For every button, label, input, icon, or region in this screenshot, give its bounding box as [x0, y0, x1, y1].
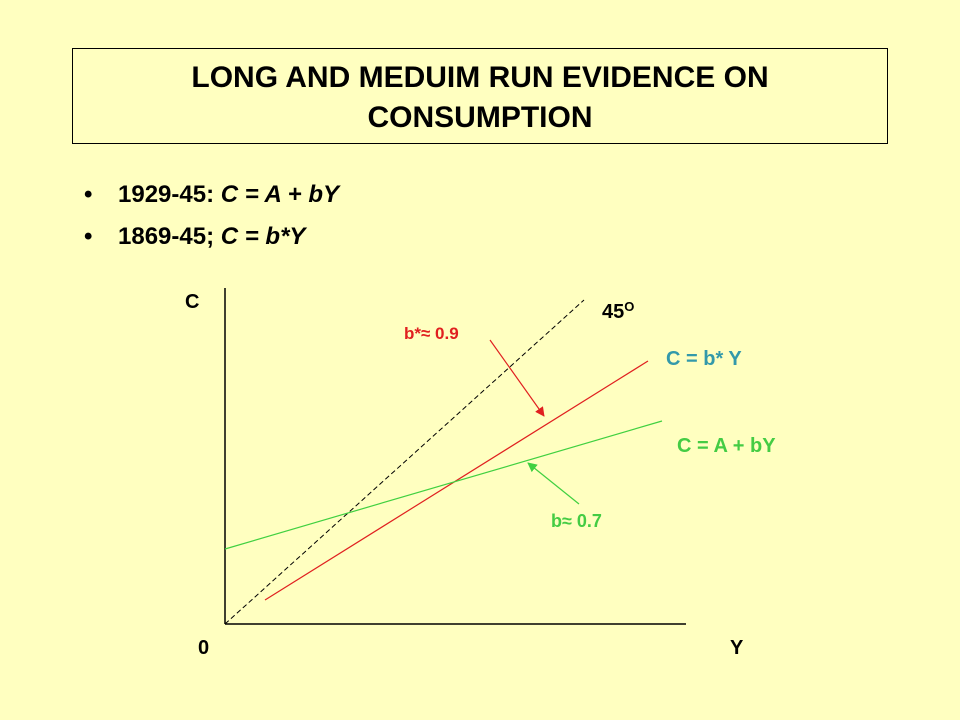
forty-five-degree-line: [224, 299, 585, 625]
short-run-slope-arrow: [527, 462, 580, 505]
bullet-formula: C = b*Y: [220, 223, 306, 250]
title-box: LONG AND MEDUIM RUN EVIDENCE ON CONSUMPT…: [72, 48, 888, 144]
long-run-slope-label: b*≈ 0.9: [404, 324, 459, 343]
bullet-period: 1869-45;: [118, 223, 221, 250]
angle-value: 45: [602, 301, 624, 323]
long-run-line-label: C = b* Y: [666, 348, 742, 370]
bullet-item-1929: • 1929-45: C = A + bY: [84, 174, 339, 216]
origin-label: 0: [198, 637, 209, 659]
degree-mark: O: [624, 299, 634, 314]
bullet-formula: C = A + bY: [220, 181, 340, 208]
bullet-dot: •: [84, 181, 93, 208]
short-run-slope-label: b≈ 0.7: [551, 511, 602, 531]
bullet-dot: •: [84, 223, 93, 250]
short-run-line-label: C = A + bY: [677, 435, 776, 457]
axis-y-label: Y: [730, 637, 744, 659]
axis-c-label: C: [185, 291, 199, 313]
title-line-1: LONG AND MEDUIM RUN EVIDENCE ON: [191, 61, 769, 94]
bullet-period: 1929-45:: [118, 181, 221, 208]
bullet-list: • 1929-45: C = A + bY • 1869-45; C = b*Y: [84, 174, 339, 258]
short-run-consumption-line: [224, 420, 663, 550]
bullet-item-1869: • 1869-45; C = b*Y: [84, 216, 339, 258]
angle-label: 45O: [602, 299, 634, 323]
long-run-consumption-line: [264, 360, 649, 601]
long-run-slope-arrow: [489, 339, 545, 417]
title-line-2: CONSUMPTION: [367, 101, 593, 134]
